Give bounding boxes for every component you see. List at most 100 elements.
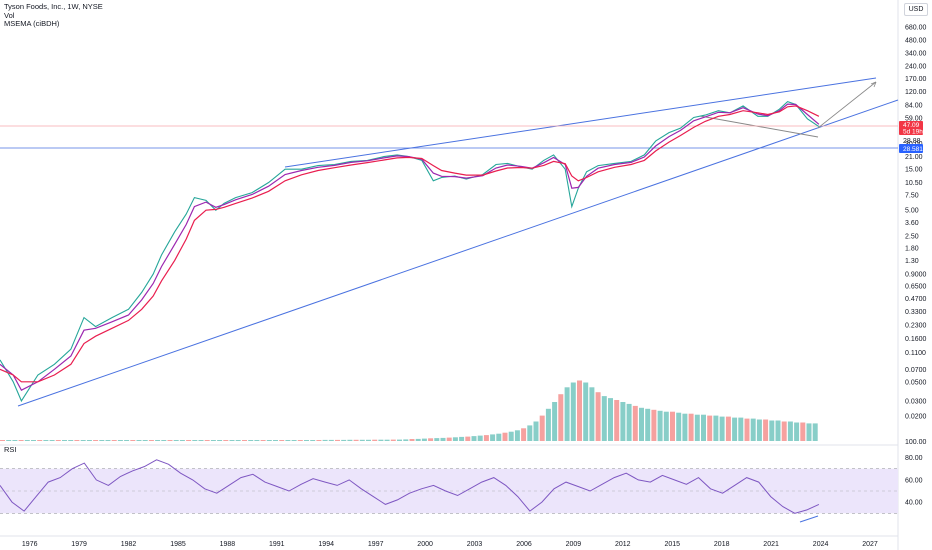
volume-bar [775,420,781,441]
volume-bar [18,440,24,441]
volume-bar [204,440,210,441]
volume-bar [217,440,223,441]
volume-bar [763,419,769,441]
volume-bar [390,439,396,441]
volume-bar [645,408,651,441]
price-tick-label: 680.00 [905,25,927,32]
price-series [0,100,820,403]
time-tick-label: 1976 [22,541,38,548]
volume-bar [6,440,12,441]
symbol-title[interactable]: Tyson Foods, Inc., 1W, NYSE [4,2,103,11]
volume-bar [155,440,161,441]
time-tick-label: 1985 [170,541,186,548]
price-tick-label: 5.00 [905,208,919,215]
rsi-legend[interactable]: RSI [4,445,17,454]
volume-bar [229,440,235,441]
volume-bar [794,422,800,441]
indicator-legend[interactable]: MSEMA (ciBDH) [4,19,60,29]
volume-bar [620,402,626,441]
volume-bar [24,440,30,441]
rsi-line [0,459,820,514]
volume-bar [527,425,533,441]
volume-bar [577,380,582,441]
volume-bar [49,440,55,441]
axes: 680.00 480.00 340.00 240.00 170.00 120.00 84.0… [22,25,927,549]
volume-bar [521,428,527,441]
series-line-ema-fast [0,103,820,392]
volume-bar [490,434,496,441]
volume-bar [608,398,613,441]
lower-trendline [17,99,899,407]
volume-bar [514,430,520,441]
volume-bar [750,418,756,441]
volume-bar [179,440,185,441]
volume-bar [105,440,111,441]
volume-bar [235,440,241,441]
series-line-ema-slow [0,105,820,383]
volume-bar [564,387,570,441]
time-tick-label: 1994 [318,541,334,548]
time-tick-label: 1997 [368,541,384,548]
volume-bar [124,440,130,441]
volume-bar [248,440,254,441]
price-tick-label: 0.0700 [905,367,927,374]
volume-bar [80,440,86,441]
volume-bar [384,439,390,441]
volume-bar [465,436,471,441]
volume-bar [769,420,775,441]
price-tick-label: 480.00 [905,38,927,45]
volume-bar [657,410,663,442]
currency-button[interactable]: USD [904,3,928,16]
rsi-band-fill [0,468,898,514]
time-tick-label: 2006 [516,541,532,548]
volume-bar [304,440,309,441]
volume-bar [192,440,198,441]
volume-bar [639,407,644,441]
volume-bar [806,423,812,441]
volume-bar [378,439,384,441]
volume-bar [279,440,285,441]
level-tag-top: 28.88 [903,138,921,145]
volume-bar [694,414,700,441]
volume-bar [93,440,99,441]
volume-bar [0,440,5,441]
time-tick-label: 2015 [665,541,681,548]
time-tick-label: 1982 [121,541,137,548]
price-tick-label: 0.0500 [905,379,927,386]
rsi-tick-label: 60.00 [905,477,923,484]
volume-tick-label: 100.00 [905,439,927,446]
volume-bar [570,382,576,441]
volume-bar [310,440,316,441]
volume-legend[interactable]: Vol [4,10,15,20]
price-tick-label: 1.30 [905,258,919,265]
volume-bar [347,439,353,441]
price-tag-box [899,121,923,135]
time-tick-label: 1991 [269,541,285,548]
volume-bar [477,435,483,441]
volume-bar [353,439,359,441]
price-tick-label: 84.00 [905,103,923,110]
volume-bar [626,403,632,441]
level-tag-box [899,144,923,153]
volume-bar [359,439,365,441]
price-tag-countdown: 5d 19h [903,129,923,136]
projection-arrow-line [817,81,877,129]
volume-bar [756,419,762,441]
volume-bar [558,394,564,441]
series-line-price [0,100,820,403]
grid [0,0,899,550]
upper-trendline [284,77,877,168]
volume-bar [428,438,434,441]
price-tick-label: 10.50 [905,180,923,187]
time-tick-label: 2018 [714,541,730,548]
volume-bar [415,438,421,441]
time-tick-label: 2000 [417,541,433,548]
volume-bar [223,440,229,441]
price-tick-label: 3.60 [905,220,919,227]
volume-bar [136,440,142,441]
volume-bar [328,439,334,441]
volume-bar [651,409,657,441]
volume-bar [812,423,818,441]
volume-bar [142,440,148,441]
volume-bar [397,439,402,441]
